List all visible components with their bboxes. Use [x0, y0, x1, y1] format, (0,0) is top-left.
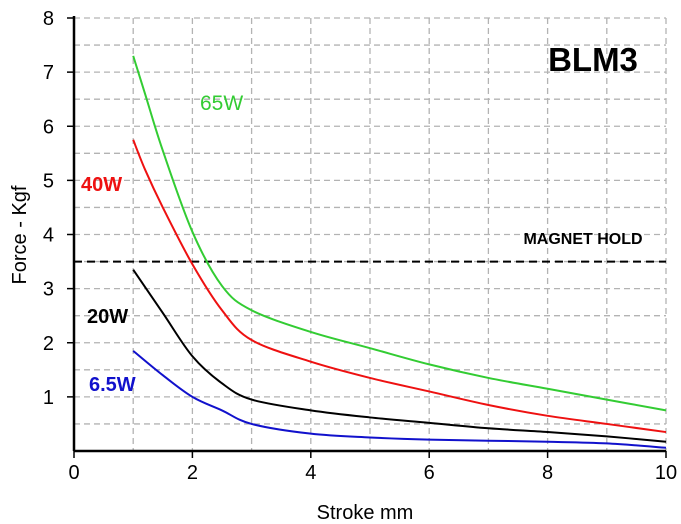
series-label-65w: 65W	[200, 92, 243, 115]
series-label-6-5w: 6.5W	[89, 374, 136, 396]
series-line-20w	[132, 269, 667, 443]
series-labels: 65W 40W 20W 6.5W	[81, 92, 243, 396]
y-tick-label: 4	[43, 225, 54, 247]
x-tick-label: 0	[68, 462, 79, 484]
y-tick-label: 5	[43, 170, 54, 192]
y-tick-label: 7	[43, 62, 54, 84]
series-lines	[132, 55, 667, 449]
series-line-40w	[132, 139, 667, 434]
x-tick-label: 8	[542, 462, 553, 484]
y-tick-label: 8	[43, 8, 54, 30]
grid	[74, 17, 667, 451]
series-label-20w: 20W	[87, 306, 128, 328]
y-tick-label: 6	[43, 116, 54, 138]
series-line-65w	[132, 55, 667, 412]
x-tick-label: 6	[424, 462, 435, 484]
y-axis-label: Force - Kgf	[9, 185, 31, 284]
y-tick-label: 1	[43, 387, 54, 409]
series-label-40w: 40W	[81, 174, 122, 196]
x-tick-label: 10	[655, 462, 677, 484]
chart-title: BLM3	[548, 41, 638, 78]
series-line-6-5w	[132, 350, 667, 449]
x-tick-label: 2	[187, 462, 198, 484]
reference-line-label: MAGNET HOLD	[523, 231, 642, 248]
y-tick-label: 2	[43, 333, 54, 355]
x-axis-label: Stroke mm	[317, 502, 414, 524]
y-tick-label: 3	[43, 279, 54, 301]
x-tick-label: 4	[305, 462, 316, 484]
